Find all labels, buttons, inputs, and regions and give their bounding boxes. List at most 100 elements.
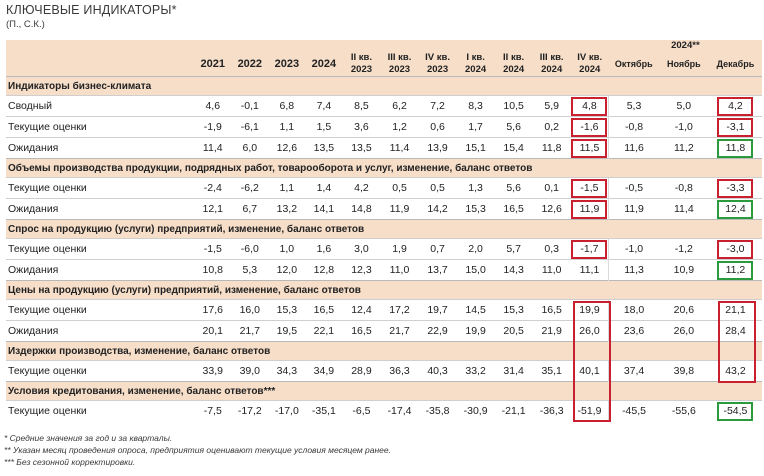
table-row: Ожидания 20,1 21,7 19,5 22,1 16,5 21,7 22,9 19,9… <box>6 320 762 342</box>
section-header-row: Объемы производства продукции, подрядных… <box>6 158 762 178</box>
table-cell: 17,6 <box>194 299 232 321</box>
table-cell: 26,0 <box>658 320 709 342</box>
table-cell: -6,0 <box>231 238 269 260</box>
table-cell: 5,3 <box>231 259 269 281</box>
table-row: Текущие оценки 17,6 16,0 15,3 16,5 12,4 17,2 19… <box>6 299 762 321</box>
table-cell: 14,1 <box>305 198 343 220</box>
red-highlighted-value: -1,6 <box>571 117 608 137</box>
table-cell: 0,6 <box>418 116 457 138</box>
table-cell: 11,8 <box>708 137 762 159</box>
table-cell: 11,0 <box>380 259 419 281</box>
table-cell: 2,0 <box>456 238 495 260</box>
section-title: Цены на продукцию (услуги) предприятий, … <box>6 280 762 300</box>
row-label: Текущие оценки <box>6 360 195 382</box>
table-cell: 12,3 <box>342 259 381 281</box>
row-label: Ожидания <box>6 259 195 281</box>
table-cell: 5,3 <box>608 95 659 117</box>
table-cell: 28,4 <box>708 320 762 342</box>
table-cell: 0,1 <box>532 177 571 199</box>
table-cell: 14,8 <box>342 198 381 220</box>
table-cell: 21,7 <box>231 320 269 342</box>
column-header: II кв. 2023 <box>342 52 381 77</box>
table-cell: 1,7 <box>456 116 495 138</box>
table-cell: 12,0 <box>268 259 306 281</box>
page-subtitle: (П., С.К.) <box>6 19 45 30</box>
table-cell: 11,4 <box>380 137 419 159</box>
page-title: КЛЮЧЕВЫЕ ИНДИКАТОРЫ* <box>6 3 177 17</box>
table-cell: 10,5 <box>494 95 533 117</box>
table-cell: 0,5 <box>418 177 457 199</box>
table-cell: 5,7 <box>494 238 533 260</box>
table-cell: 8,5 <box>342 95 381 117</box>
table-cell: 34,3 <box>268 360 306 382</box>
table-cell: -1,9 <box>194 116 232 138</box>
row-label: Ожидания <box>6 198 195 220</box>
table-cell: 1,2 <box>380 116 419 138</box>
table-cell: -30,9 <box>456 400 495 421</box>
row-label: Сводный <box>6 95 195 117</box>
table-cell: 6,8 <box>268 95 306 117</box>
table-cell: 31,4 <box>494 360 533 382</box>
table-cell: 16,5 <box>532 299 571 321</box>
table-cell: -17,2 <box>231 400 269 421</box>
red-highlighted-value: 11,9 <box>571 199 608 219</box>
table-cell: 11,9 <box>380 198 419 220</box>
table-cell: 16,5 <box>305 299 343 321</box>
column-header: 2022 <box>231 52 269 77</box>
column-header: 2024 <box>305 52 343 77</box>
column-header: I кв. 2024 <box>456 52 495 77</box>
table-cell: 43,2 <box>708 360 762 382</box>
table-cell: 0,7 <box>418 238 457 260</box>
column-header: Октябрь <box>608 52 659 77</box>
table-cell: 19,9 <box>570 299 609 321</box>
table-cell: 11,6 <box>608 137 659 159</box>
table-cell: 10,9 <box>658 259 709 281</box>
table-cell: 33,9 <box>194 360 232 382</box>
footnote: ** Указан месяц проведения опроса, предп… <box>4 445 392 455</box>
section-header-row: Условия кредитования, изменение, баланс … <box>6 381 762 401</box>
table-cell: 15,3 <box>268 299 306 321</box>
table-cell: 16,0 <box>231 299 269 321</box>
table-cell: 0,2 <box>532 116 571 138</box>
table-cell: 33,2 <box>456 360 495 382</box>
table-cell: 13,7 <box>418 259 457 281</box>
footnotes: * Средние значения за год и за кварталы.… <box>4 432 391 468</box>
row-label: Текущие оценки <box>6 238 195 260</box>
table-cell: -2,4 <box>194 177 232 199</box>
table-cell: -55,6 <box>658 400 709 421</box>
green-highlighted-value: 12,4 <box>717 199 754 219</box>
indicators-table: 2024** 2021 2022 2023 2024 II кв. 2023 III кв… <box>6 40 762 421</box>
red-highlighted-value: -1,5 <box>571 178 608 198</box>
table-cell: 1,9 <box>380 238 419 260</box>
table-cell: -17,0 <box>268 400 306 421</box>
row-label: Текущие оценки <box>6 177 195 199</box>
table-cell: 13,5 <box>342 137 381 159</box>
table-cell: 15,3 <box>456 198 495 220</box>
table-cell: 21,9 <box>532 320 571 342</box>
table-cell: -1,5 <box>570 177 609 199</box>
section-header-row: Индикаторы бизнес-климата <box>6 76 762 96</box>
table-cell: 6,7 <box>231 198 269 220</box>
row-label: Ожидания <box>6 320 195 342</box>
table-cell: 4,8 <box>570 95 609 117</box>
column-header: Ноябрь <box>658 52 709 77</box>
table-cell: 16,5 <box>494 198 533 220</box>
table-cell: 12,4 <box>708 198 762 220</box>
table-cell: 13,9 <box>418 137 457 159</box>
red-highlighted-value: -1,7 <box>571 239 608 259</box>
table-cell: 11,3 <box>608 259 659 281</box>
table-cell: -17,4 <box>380 400 419 421</box>
table-cell: -0,5 <box>608 177 659 199</box>
table-cell: 12,6 <box>268 137 306 159</box>
footnote: * Средние значения за год и за кварталы. <box>4 433 173 443</box>
table-cell: 12,8 <box>305 259 343 281</box>
table-cell: 14,5 <box>456 299 495 321</box>
table-cell: 1,6 <box>305 238 343 260</box>
table-cell: -3,0 <box>708 238 762 260</box>
table-cell: 11,2 <box>658 137 709 159</box>
table-cell: 5,6 <box>494 177 533 199</box>
table-cell: 20,6 <box>658 299 709 321</box>
table-cell: -0,1 <box>231 95 269 117</box>
table-cell: 40,1 <box>570 360 609 382</box>
table-cell: 11,2 <box>708 259 762 281</box>
